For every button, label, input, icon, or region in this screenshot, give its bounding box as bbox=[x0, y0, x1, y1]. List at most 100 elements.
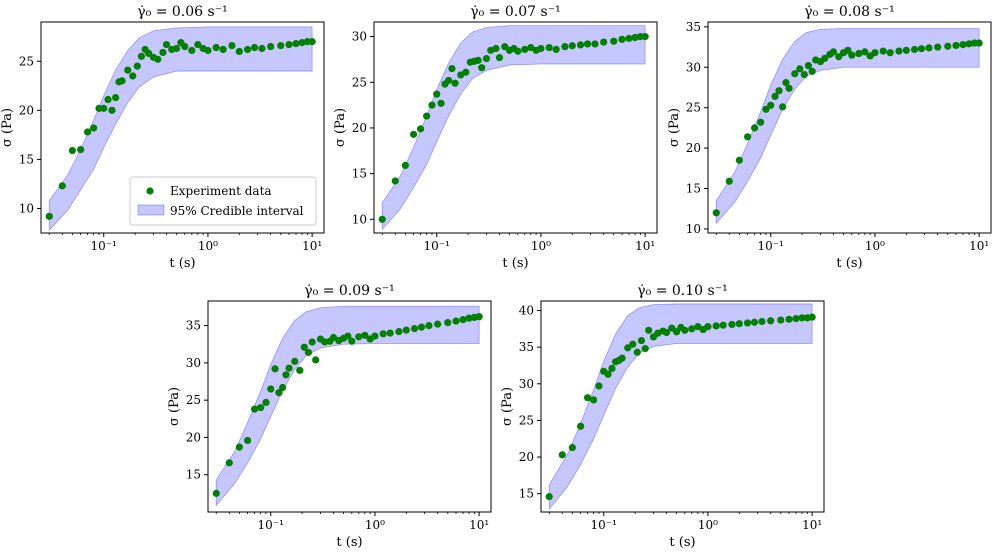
data-point bbox=[965, 40, 973, 48]
y-tick-label: 15 bbox=[352, 167, 367, 181]
data-point bbox=[552, 45, 560, 54]
x-tick-label: 10⁻¹ bbox=[758, 239, 784, 253]
y-axis-label: σ (Pa) bbox=[167, 387, 182, 426]
y-axis-label: σ (Pa) bbox=[333, 108, 348, 147]
data-point bbox=[304, 348, 313, 357]
data-point bbox=[545, 493, 553, 501]
data-point bbox=[604, 370, 612, 378]
data-point bbox=[767, 317, 775, 325]
data-point bbox=[725, 177, 733, 185]
data-point bbox=[608, 364, 616, 372]
data-point bbox=[475, 313, 483, 321]
data-point bbox=[77, 145, 85, 154]
x-axis-label: t (s) bbox=[836, 256, 862, 271]
y-tick-label: 10 bbox=[19, 201, 34, 215]
data-point bbox=[308, 338, 316, 346]
data-point bbox=[871, 49, 879, 57]
data-point bbox=[219, 45, 227, 54]
y-tick-label: 15 bbox=[519, 487, 534, 501]
data-point bbox=[798, 314, 806, 322]
x-tick-label: 10⁰ bbox=[198, 239, 218, 253]
y-tick-label: 20 bbox=[19, 103, 34, 117]
chart-title: γ̇₀ = 0.09 s⁻¹ bbox=[304, 283, 394, 299]
y-tick-label: 30 bbox=[686, 60, 701, 74]
chart-panel-2: 10⁻¹ 10⁰ 10¹ 10 15 20 25 30 γ̇₀ = 0.07 s⁻¹ t (s) σ… bbox=[333, 4, 658, 271]
data-point bbox=[292, 39, 300, 48]
data-point bbox=[133, 62, 141, 70]
data-point bbox=[886, 49, 894, 57]
x-tick-label: 10¹ bbox=[635, 239, 655, 253]
data-point bbox=[645, 326, 653, 334]
data-point bbox=[275, 389, 283, 397]
data-point bbox=[250, 405, 259, 413]
y-tick-label: 20 bbox=[186, 430, 201, 444]
data-point bbox=[925, 44, 933, 52]
data-point bbox=[662, 328, 671, 337]
data-point bbox=[267, 42, 275, 51]
x-tick-label: 10⁻¹ bbox=[424, 239, 450, 253]
data-point bbox=[250, 43, 259, 52]
data-point bbox=[417, 323, 426, 331]
x-tick-label: 10¹ bbox=[302, 239, 322, 253]
data-point bbox=[361, 331, 369, 339]
data-point bbox=[672, 328, 681, 336]
credible-interval-band bbox=[215, 305, 480, 507]
data-point bbox=[848, 51, 856, 59]
y-tick-label: 40 bbox=[519, 304, 534, 318]
legend-label-experiment: Experiment data bbox=[170, 184, 272, 198]
data-point bbox=[401, 161, 409, 170]
data-point bbox=[298, 39, 306, 47]
data-point bbox=[112, 93, 120, 102]
data-point bbox=[145, 49, 153, 58]
legend-label-credible-interval: 95% Credible interval bbox=[170, 204, 304, 218]
y-axis-label: σ (Pa) bbox=[667, 108, 682, 147]
data-point bbox=[844, 46, 852, 54]
data-point bbox=[371, 332, 379, 340]
data-point bbox=[641, 345, 649, 353]
data-point bbox=[895, 47, 903, 55]
data-point bbox=[600, 38, 608, 46]
data-point bbox=[188, 46, 196, 55]
y-tick-label: 25 bbox=[519, 413, 534, 427]
data-point bbox=[785, 315, 793, 323]
x-tick-label: 10⁰ bbox=[698, 518, 718, 532]
data-point bbox=[244, 436, 252, 445]
y-tick-label: 15 bbox=[686, 182, 701, 196]
data-point bbox=[712, 322, 720, 330]
chart-title: γ̇₀ = 0.10 s⁻¹ bbox=[637, 283, 727, 299]
x-tick-label: 10⁰ bbox=[531, 239, 551, 253]
chart-panel-1: 10⁻¹ 10⁰ 10¹ 10 15 20 25 γ̇₀ = 0.06 s⁻¹ t (s) σ (… bbox=[0, 4, 325, 271]
data-point bbox=[791, 70, 799, 78]
data-point bbox=[521, 45, 529, 54]
data-point bbox=[595, 382, 603, 390]
data-point bbox=[757, 118, 765, 126]
data-point bbox=[100, 104, 108, 112]
data-point bbox=[744, 133, 752, 141]
data-point bbox=[83, 128, 92, 136]
data-point bbox=[279, 383, 287, 392]
data-point bbox=[959, 41, 967, 49]
legend-frame bbox=[129, 176, 317, 226]
data-point bbox=[762, 105, 770, 113]
data-point bbox=[591, 40, 599, 48]
data-point bbox=[796, 65, 804, 73]
x-tick-label: 10¹ bbox=[469, 518, 489, 532]
data-point bbox=[300, 343, 308, 351]
data-point bbox=[590, 396, 598, 404]
data-point bbox=[777, 316, 785, 324]
chart-panel-4: 10⁻¹ 10⁰ 10¹ 15 20 25 30 35 γ̇₀ = 0.09 s⁻¹ t (s) σ… bbox=[167, 283, 492, 550]
y-tick-label: 10 bbox=[352, 212, 367, 226]
data-point bbox=[391, 177, 399, 185]
data-point bbox=[944, 42, 952, 50]
data-point bbox=[444, 319, 452, 327]
data-point bbox=[637, 336, 646, 345]
y-tick-label: 30 bbox=[519, 377, 534, 391]
data-point bbox=[779, 103, 787, 111]
data-point bbox=[952, 41, 960, 50]
data-point bbox=[514, 47, 522, 55]
x-tick-label: 10¹ bbox=[969, 239, 989, 253]
data-point bbox=[416, 125, 425, 133]
data-point bbox=[162, 40, 171, 49]
y-tick-label: 35 bbox=[519, 340, 534, 354]
data-point bbox=[568, 42, 576, 50]
